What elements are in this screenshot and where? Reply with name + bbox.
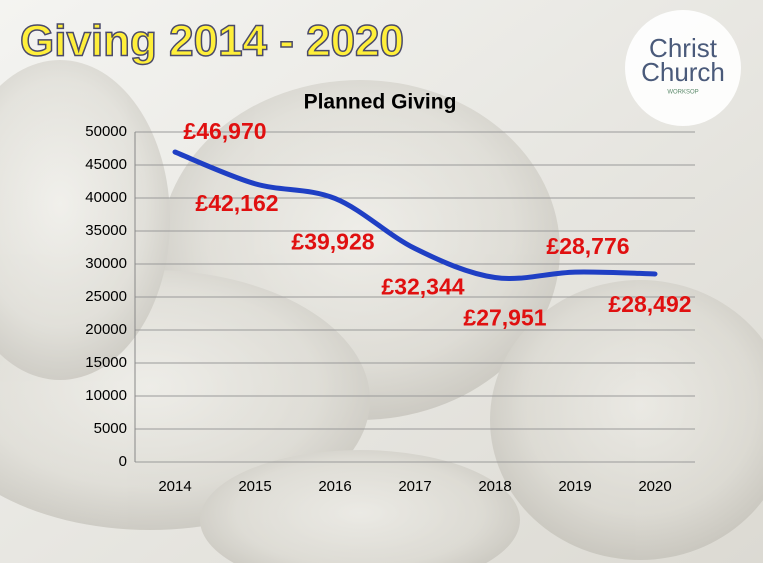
x-tick-label: 2014	[158, 478, 191, 495]
slide-title: Giving 2014 - 2020	[20, 17, 404, 66]
data-label: £32,344	[381, 274, 464, 300]
x-tick-label: 2015	[238, 478, 271, 495]
data-label: £42,162	[195, 190, 278, 216]
y-tick-label: 35000	[85, 222, 127, 239]
data-label: £28,492	[608, 291, 691, 317]
y-tick-label: 0	[119, 453, 127, 470]
y-tick-label: 45000	[85, 156, 127, 173]
logo-text: Church	[641, 57, 725, 87]
x-tick-label: 2017	[398, 478, 431, 495]
logo-text: WORKSOP	[667, 90, 698, 96]
x-tick-label: 2019	[558, 478, 591, 495]
y-tick-label: 10000	[85, 387, 127, 404]
y-tick-label: 30000	[85, 255, 127, 272]
data-label: £27,951	[463, 305, 546, 331]
y-tick-label: 5000	[94, 420, 127, 437]
y-tick-label: 40000	[85, 189, 127, 206]
y-tick-label: 15000	[85, 354, 127, 371]
x-tick-label: 2018	[478, 478, 511, 495]
slide: Giving 2014 - 2020 Christ Church WORKSOP…	[0, 0, 763, 563]
y-tick-label: 50000	[85, 123, 127, 140]
y-tick-label: 25000	[85, 288, 127, 305]
chart-title: Planned Giving	[304, 91, 457, 114]
data-label: £46,970	[183, 118, 266, 144]
x-tick-label: 2016	[318, 478, 351, 495]
x-tick-label: 2020	[638, 478, 671, 495]
data-label: £28,776	[546, 233, 629, 259]
data-label: £39,928	[291, 229, 374, 255]
y-tick-label: 20000	[85, 321, 127, 338]
